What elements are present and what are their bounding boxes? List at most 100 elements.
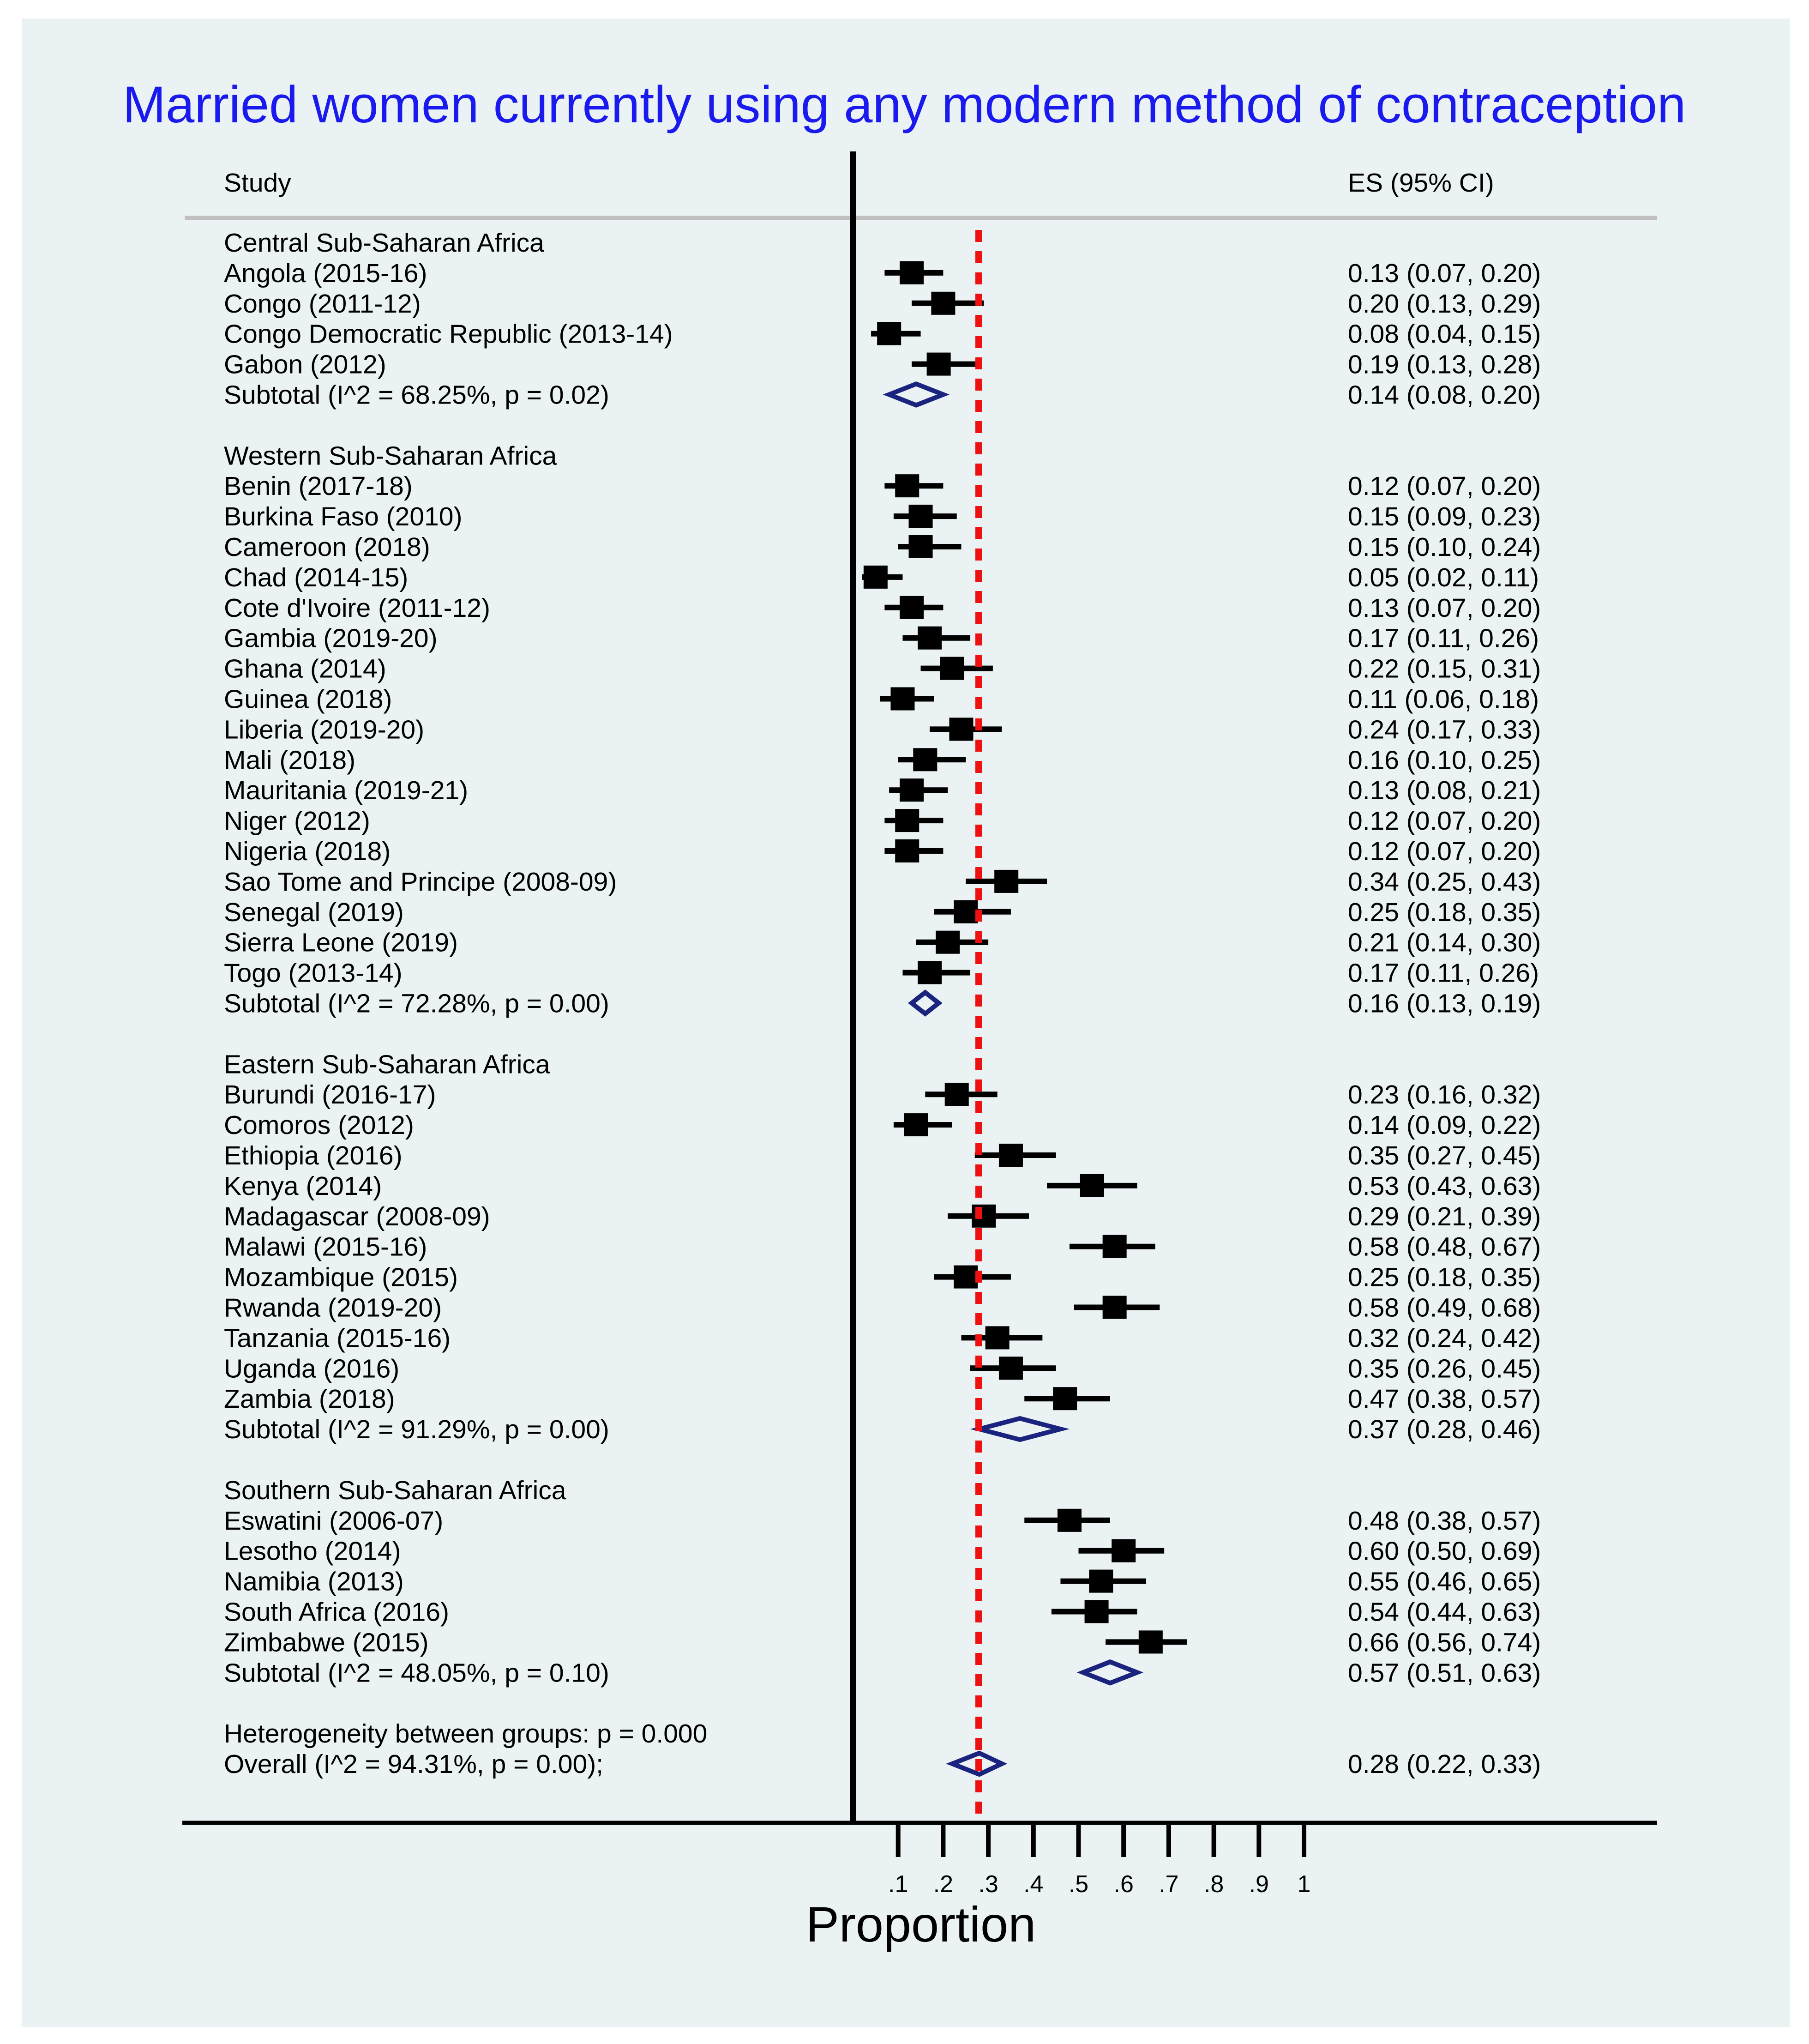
study-estimate: 0.23 (0.16, 0.32) (1348, 1080, 1541, 1109)
study-estimate: 0.22 (0.15, 0.31) (1348, 654, 1541, 684)
study-label: Congo Democratic Republic (2013-14) (224, 320, 673, 349)
study-estimate: 0.58 (0.49, 0.68) (1348, 1293, 1541, 1323)
study-estimate: 0.13 (0.07, 0.20) (1348, 259, 1541, 288)
study-point-marker (895, 839, 920, 862)
study-estimate: 0.12 (0.07, 0.20) (1348, 471, 1541, 501)
x-tick-label: .6 (1114, 1871, 1134, 1898)
study-label: Guinea (2018) (224, 685, 392, 714)
study-point-marker (895, 474, 920, 498)
overall-label: Overall (I^2 = 94.31%, p = 0.00); (224, 1749, 603, 1779)
study-point-marker (998, 1144, 1023, 1167)
study-label: Malawi (2015-16) (224, 1232, 427, 1262)
study-label: Togo (2013-14) (224, 959, 403, 988)
study-estimate: 0.48 (0.38, 0.57) (1348, 1506, 1541, 1536)
study-estimate: 0.66 (0.56, 0.74) (1348, 1628, 1541, 1657)
study-estimate: 0.16 (0.10, 0.25) (1348, 745, 1541, 775)
study-estimate: 0.29 (0.21, 0.39) (1348, 1202, 1541, 1231)
study-estimate: 0.14 (0.09, 0.22) (1348, 1110, 1541, 1140)
group-heading: Central Sub-Saharan Africa (224, 228, 544, 258)
es-column-header: ES (95% CI) (1348, 168, 1494, 198)
subtotal-estimate: 0.16 (0.13, 0.19) (1348, 989, 1541, 1019)
study-estimate: 0.19 (0.13, 0.28) (1348, 350, 1541, 380)
study-point-marker (1057, 1508, 1082, 1532)
study-estimate: 0.12 (0.07, 0.20) (1348, 837, 1541, 866)
x-tick-label: .9 (1249, 1871, 1269, 1898)
study-estimate: 0.08 (0.04, 0.15) (1348, 320, 1541, 349)
study-point-marker (1089, 1569, 1113, 1593)
x-tick-label: 1 (1298, 1871, 1311, 1898)
study-label: Sao Tome and Principe (2008-09) (224, 867, 617, 897)
group-heading: Western Sub-Saharan Africa (224, 441, 557, 470)
plot-background (22, 18, 1790, 2027)
study-label: Mali (2018) (224, 745, 355, 775)
subtotal-estimate: 0.37 (0.28, 0.46) (1348, 1415, 1541, 1444)
study-point-marker (1112, 1539, 1136, 1562)
study-label: Zimbabwe (2015) (224, 1628, 429, 1657)
study-point-marker (908, 535, 933, 558)
study-label: Burkina Faso (2010) (224, 502, 462, 531)
study-label: Niger (2012) (224, 806, 370, 836)
study-label: Zambia (2018) (224, 1384, 395, 1414)
chart-title: Married women currently using any modern… (123, 76, 1686, 133)
study-label: Gabon (2012) (224, 350, 386, 380)
group-heading: Eastern Sub-Saharan Africa (224, 1049, 550, 1079)
study-estimate: 0.15 (0.09, 0.23) (1348, 502, 1541, 531)
study-point-marker (913, 748, 938, 772)
study-estimate: 0.54 (0.44, 0.63) (1348, 1598, 1541, 1627)
study-label: Rwanda (2019-20) (224, 1293, 442, 1323)
study-label: Senegal (2019) (224, 898, 404, 927)
subtotal-diamond (883, 381, 950, 408)
study-point-marker (895, 809, 920, 832)
study-point-marker (949, 718, 974, 741)
study-estimate: 0.13 (0.07, 0.20) (1348, 593, 1541, 623)
study-label: Lesotho (2014) (224, 1537, 401, 1566)
study-point-marker (954, 1265, 978, 1289)
study-point-marker (1102, 1296, 1127, 1319)
study-label: Benin (2017-18) (224, 471, 413, 501)
study-estimate: 0.15 (0.10, 0.24) (1348, 532, 1541, 562)
overall-estimate: 0.28 (0.22, 0.33) (1348, 1749, 1541, 1779)
study-estimate: 0.60 (0.50, 0.69) (1348, 1537, 1541, 1566)
study-label: Ethiopia (2016) (224, 1141, 403, 1170)
study-point-marker (954, 900, 978, 923)
study-label: Namibia (2013) (224, 1567, 404, 1597)
study-point-marker (900, 778, 924, 802)
study-label: Chad (2014-15) (224, 563, 408, 592)
study-estimate: 0.05 (0.02, 0.11) (1348, 563, 1539, 592)
study-estimate: 0.32 (0.24, 0.42) (1348, 1323, 1541, 1353)
x-tick-label: .1 (888, 1871, 908, 1898)
x-axis-label: Proportion (806, 1896, 1036, 1952)
study-label: Mauritania (2019-21) (224, 776, 468, 805)
study-estimate: 0.55 (0.46, 0.65) (1348, 1567, 1541, 1597)
study-estimate: 0.58 (0.48, 0.67) (1348, 1232, 1541, 1262)
study-point-marker (1080, 1174, 1104, 1197)
study-estimate: 0.34 (0.25, 0.43) (1348, 867, 1541, 897)
study-estimate: 0.17 (0.11, 0.26) (1348, 624, 1539, 653)
study-point-marker (944, 1083, 969, 1106)
study-point-marker (1084, 1600, 1109, 1623)
study-estimate: 0.53 (0.43, 0.63) (1348, 1171, 1541, 1201)
study-label: Cote d'Ivoire (2011-12) (224, 593, 490, 623)
subtotal-diamond (1076, 1659, 1144, 1686)
study-label: Uganda (2016) (224, 1354, 399, 1383)
subtotal-label: Subtotal (I^2 = 72.28%, p = 0.00) (224, 989, 609, 1019)
study-estimate: 0.11 (0.06, 0.18) (1348, 685, 1539, 714)
study-label: Mozambique (2015) (224, 1263, 458, 1292)
study-label: Sierra Leone (2019) (224, 928, 458, 958)
study-label: Cameroon (2018) (224, 532, 430, 562)
study-label: Ghana (2014) (224, 654, 386, 684)
study-label: Burundi (2016-17) (224, 1080, 436, 1109)
study-point-marker (900, 596, 924, 619)
group-heading: Southern Sub-Saharan Africa (224, 1476, 566, 1505)
subtotal-label: Subtotal (I^2 = 91.29%, p = 0.00) (224, 1415, 609, 1444)
study-estimate: 0.47 (0.38, 0.57) (1348, 1384, 1541, 1414)
subtotal-label: Subtotal (I^2 = 48.05%, p = 0.10) (224, 1658, 609, 1688)
subtotal-diamond (970, 1416, 1070, 1442)
study-point-marker (936, 930, 960, 954)
subtotal-estimate: 0.14 (0.08, 0.20) (1348, 380, 1541, 410)
x-tick-label: .3 (978, 1871, 998, 1898)
study-point-marker (998, 1357, 1023, 1380)
study-point-marker (904, 1113, 928, 1137)
